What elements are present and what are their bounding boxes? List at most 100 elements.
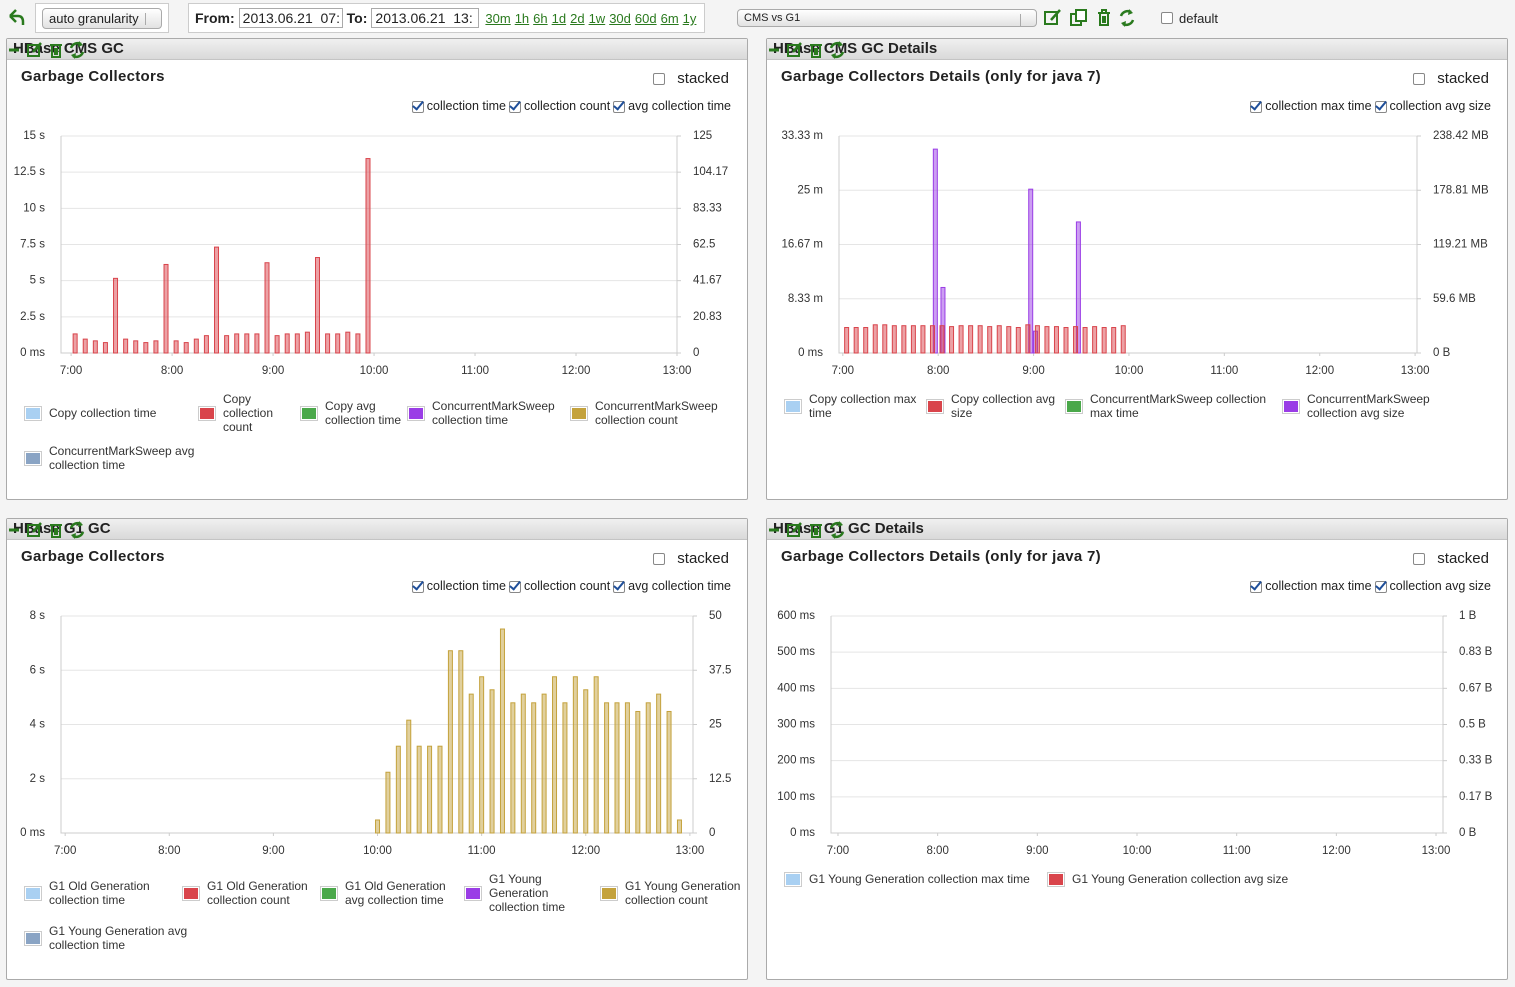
chart: 0 ms 2.5 s 5 s 7.5 s 10 s 12.5 s 15 s 0 20.83 41.… — [14, 130, 729, 377]
stacked-checkbox[interactable] — [1413, 553, 1426, 566]
toggle-label: collection time — [426, 579, 506, 593]
from-input[interactable]: 2013.06.21 07: — [238, 8, 343, 28]
legend-item: Copy collection max time — [785, 392, 927, 420]
series-toggle: avg collection time — [613, 579, 731, 593]
stacked-checkbox[interactable] — [653, 553, 666, 566]
bar — [910, 325, 916, 354]
bar — [562, 702, 568, 834]
granularity-select[interactable]: auto granularity — [42, 7, 162, 29]
bar — [325, 333, 331, 354]
bar — [385, 771, 391, 834]
y-tick-label: 200 ms — [777, 755, 815, 767]
bar — [447, 650, 453, 834]
range-link[interactable]: 1w — [588, 11, 606, 26]
toggle-checkbox[interactable] — [613, 100, 626, 113]
toggle-checkbox[interactable] — [509, 100, 521, 113]
bar — [891, 325, 897, 354]
range-link[interactable]: 60d — [634, 11, 657, 26]
default-checkbox[interactable] — [1161, 12, 1173, 24]
legend-label: G1 Young Generation collection max time — [809, 872, 1030, 886]
toggle-checkbox[interactable] — [411, 580, 424, 593]
bar — [437, 745, 443, 834]
bar — [853, 327, 859, 354]
bar — [1073, 326, 1079, 354]
panel-icons[interactable] — [767, 521, 847, 539]
panel-icons[interactable] — [7, 41, 87, 59]
legend-swatch — [785, 399, 801, 413]
plot-frame — [838, 136, 1418, 354]
y-tick-label: 0 ms — [20, 827, 45, 839]
legend-item: G1 Young Generation avg collection time — [25, 924, 225, 952]
bar — [635, 710, 641, 834]
toggle-checkbox[interactable] — [1250, 100, 1263, 113]
range-link[interactable]: 30d — [609, 11, 631, 26]
panel: 0 ms 8.33 m 16.67 m 25 m 33.33 m 0 B 59.6 MB 11… — [766, 38, 1508, 500]
bar — [163, 263, 169, 354]
legend-label: Copy avg collection time — [325, 399, 402, 427]
y2-tick-label: 0.5 B — [1459, 719, 1486, 731]
x-tick-label: 13:00 — [663, 365, 692, 377]
y2-tick-label: 0 — [693, 347, 699, 359]
dashboard-icons[interactable] — [1043, 8, 1153, 28]
range-link[interactable]: 1y — [682, 11, 697, 26]
legend-label: G1 Old Generation avg collection time — [345, 879, 446, 907]
x-tick-label: 7:00 — [832, 365, 854, 377]
y-tick-label: 0 ms — [798, 347, 823, 359]
toggle-checkbox[interactable] — [411, 100, 424, 113]
y2-tick-label: 0.83 B — [1459, 646, 1493, 658]
legend: G1 Young Generation collection max time G… — [785, 872, 1505, 886]
range-link[interactable]: 1h — [514, 11, 530, 26]
toggle-checkbox[interactable] — [1374, 100, 1387, 113]
y2-tick-label: 62.5 — [693, 239, 715, 251]
stacked-checkbox[interactable] — [1413, 73, 1426, 86]
y2-tick-label: 50 — [709, 610, 722, 622]
range-link[interactable]: 6m — [660, 11, 679, 26]
toggle-checkbox[interactable] — [613, 580, 626, 593]
legend-item: ConcurrentMarkSweep collection max time — [1066, 392, 1283, 420]
y2-tick-label: 0.67 B — [1459, 682, 1493, 694]
x-tick-label: 12:00 — [1305, 365, 1334, 377]
toggle-checkbox[interactable] — [1250, 580, 1263, 593]
y-tick-label: 12.5 s — [14, 166, 46, 178]
stacked-checkbox[interactable] — [653, 73, 666, 86]
bar — [1028, 188, 1034, 354]
to-input[interactable]: 2013.06.21 13: — [371, 8, 480, 28]
range-link[interactable]: 2d — [570, 11, 585, 26]
bar — [304, 331, 310, 354]
bar — [1044, 326, 1050, 354]
toggle-label: collection max time — [1265, 579, 1372, 593]
range-link[interactable]: 6h — [533, 11, 548, 26]
legend-label: G1 Young Generation collection count — [625, 879, 741, 907]
back-button[interactable] — [6, 8, 26, 26]
toggle-checkbox[interactable] — [1374, 580, 1387, 593]
panel-icons[interactable] — [7, 521, 87, 539]
legend-item: G1 Old Generation collection time — [25, 872, 183, 914]
range-link[interactable]: 1d — [551, 11, 567, 26]
y-tick-label: 15 s — [23, 130, 45, 142]
dashboard-select[interactable]: CMS vs G1 — [737, 9, 1037, 27]
bar — [656, 693, 662, 834]
y2-tick-label: 0 B — [1433, 347, 1451, 359]
bar — [82, 338, 88, 354]
toggle-label: collection time — [426, 99, 506, 113]
x-tick-label: 8:00 — [927, 365, 949, 377]
legend-label: G1 Young Generation avg collection time — [49, 924, 188, 952]
legend-swatch — [25, 406, 41, 420]
range-link[interactable]: 30m — [485, 11, 511, 26]
legend-label: ConcurrentMarkSweep collection count — [595, 399, 718, 427]
series-toggles: collection max time collection avg size — [1250, 579, 1491, 593]
legend: G1 Old Generation collection time G1 Old … — [25, 872, 745, 952]
stacked-toggle: stacked — [1413, 550, 1489, 567]
panel: 0 ms 2.5 s 5 s 7.5 s 10 s 12.5 s 15 s 0 20.83 41.… — [6, 38, 748, 500]
bar — [153, 340, 159, 354]
legend-swatch — [601, 886, 617, 900]
granularity-box: auto granularity — [35, 3, 169, 33]
x-tick-label: 11:00 — [468, 845, 496, 857]
bar — [224, 335, 230, 354]
toggle-checkbox[interactable] — [509, 580, 521, 593]
y-tick-label: 6 s — [30, 664, 46, 676]
legend-item: ConcurrentMarkSweep collection time — [408, 392, 571, 434]
bar — [968, 325, 974, 354]
panel-icons[interactable] — [767, 41, 847, 59]
legend-swatch — [25, 931, 41, 945]
